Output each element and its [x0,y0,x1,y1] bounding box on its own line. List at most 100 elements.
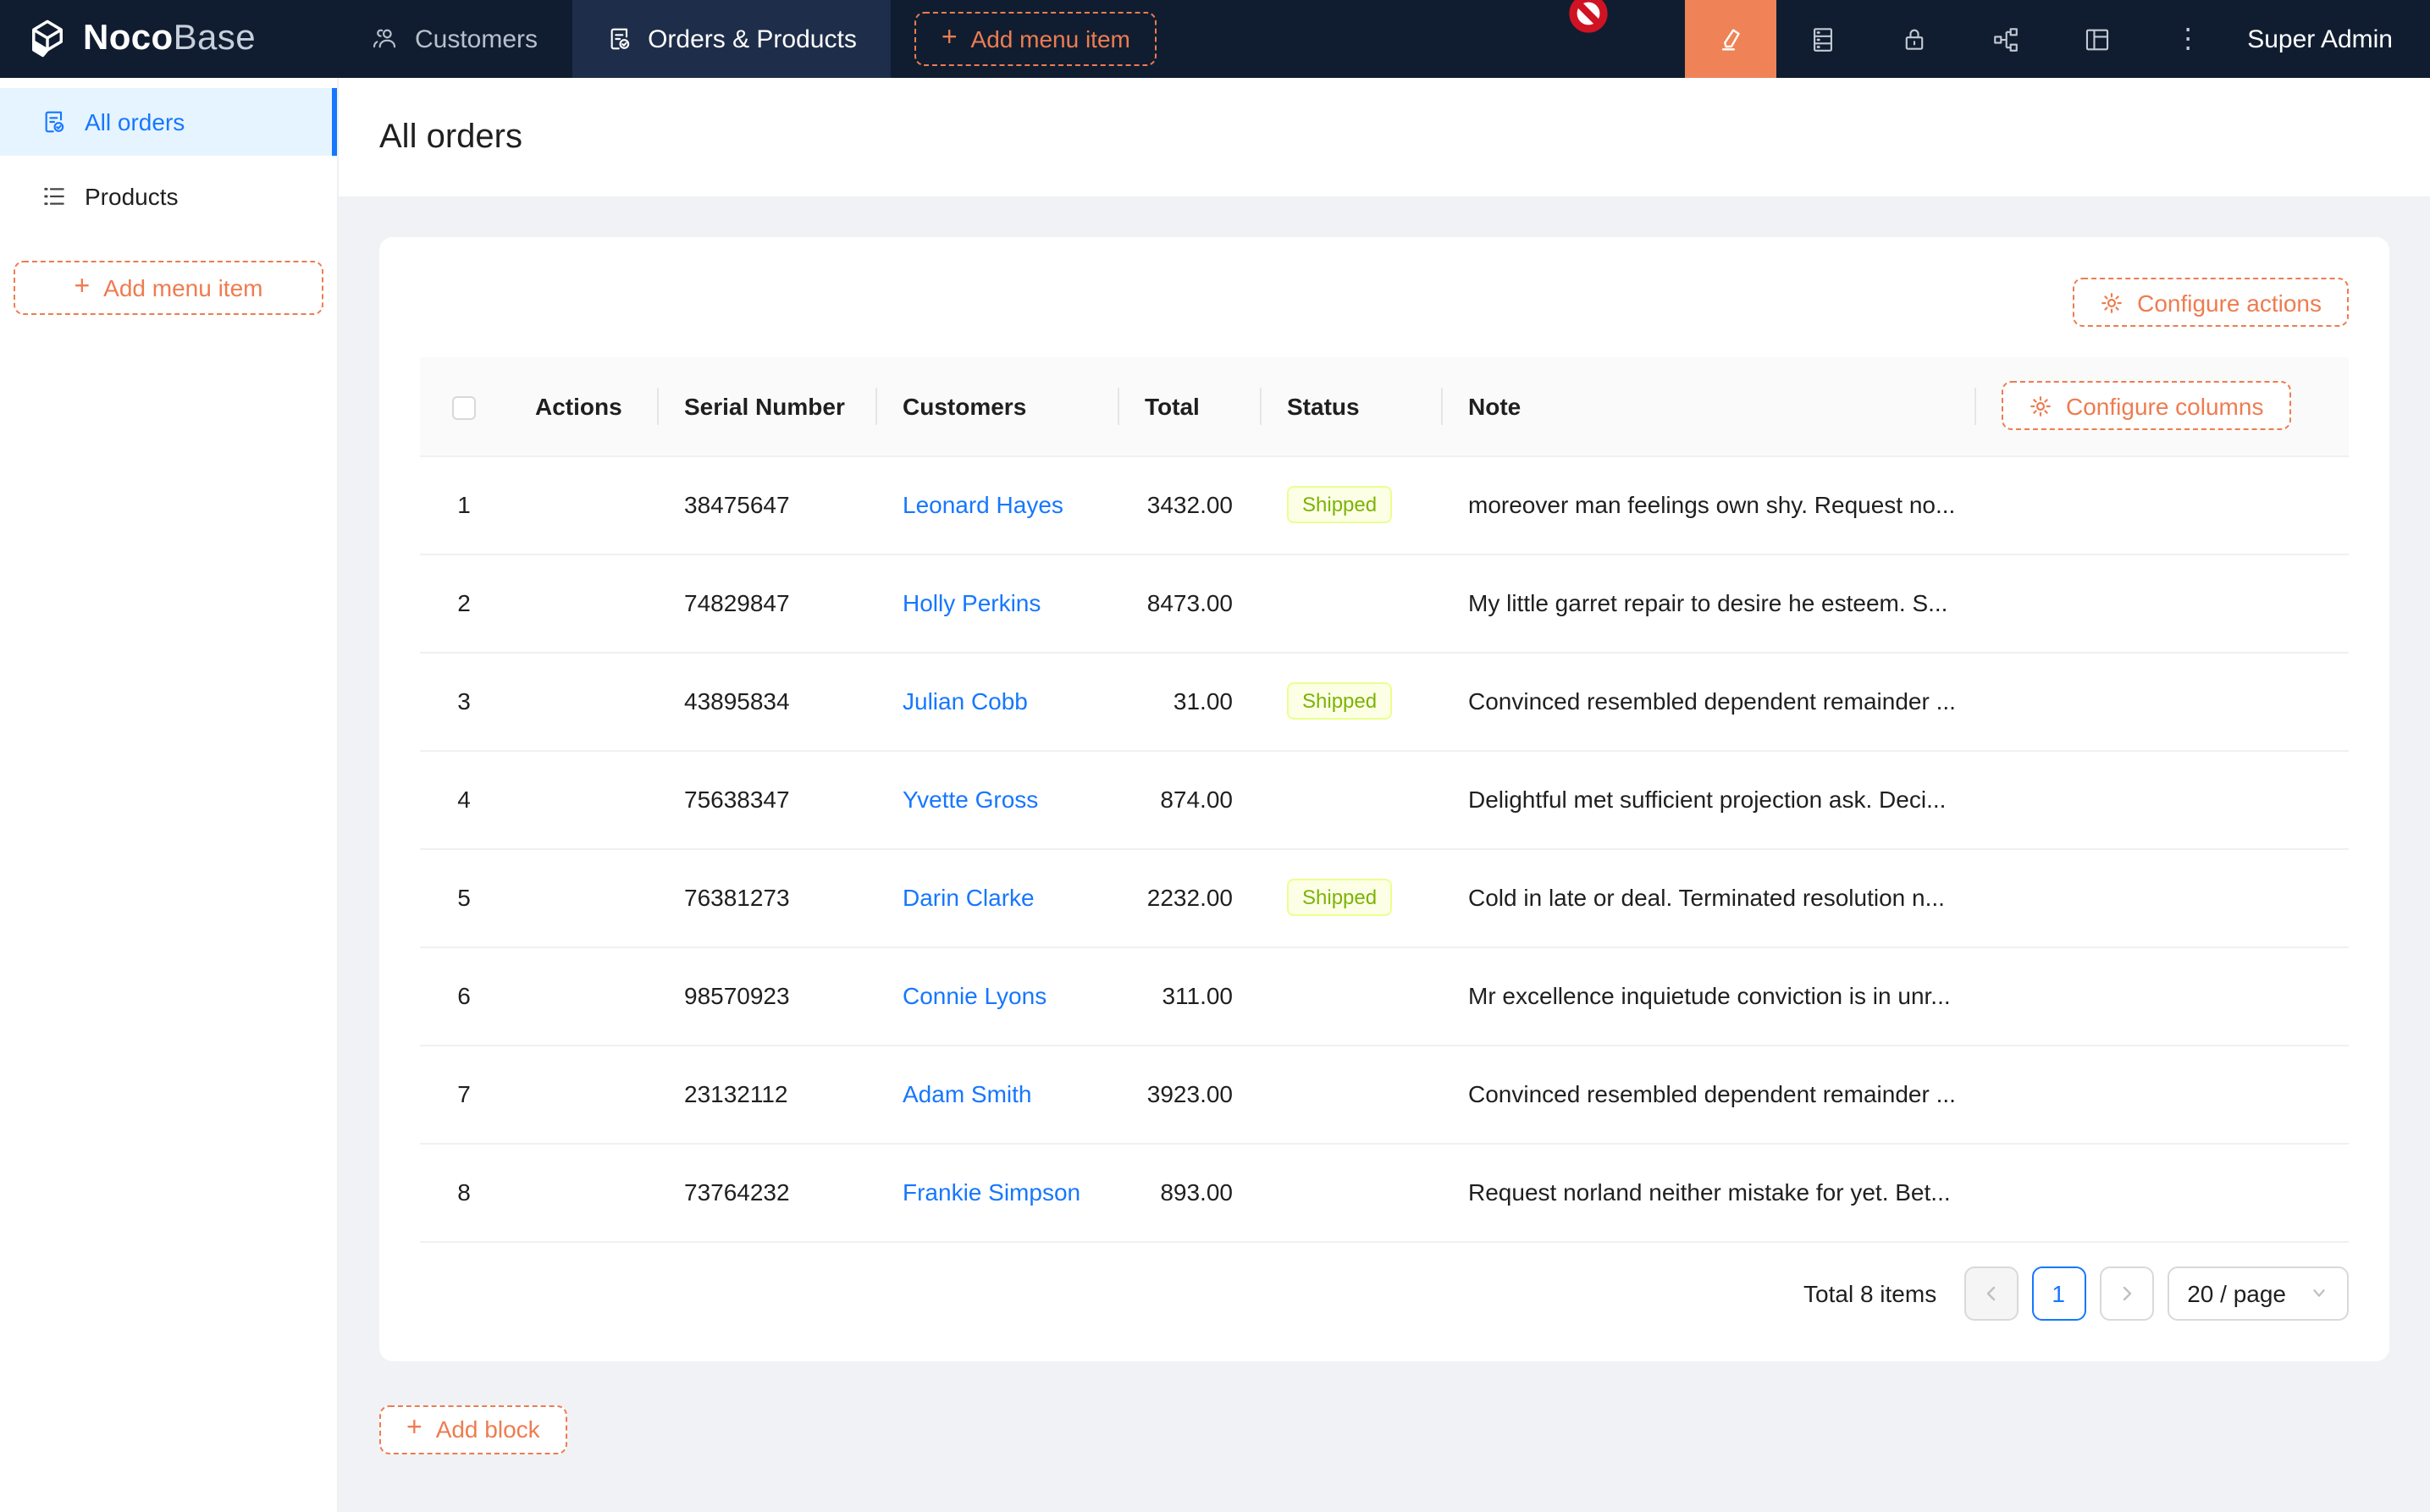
layout-icon [2085,28,2108,50]
body-row: All orders Products + Add menu item All … [0,78,2430,1512]
select-all-checkbox[interactable] [452,395,476,420]
chevron-left-icon [1986,1285,1995,1300]
note-cell: Cold in late or deal. Terminated resolut… [1441,848,1974,947]
layout-toggle-button[interactable] [2051,0,2142,78]
customer-link[interactable]: Darin Clarke [903,884,1035,911]
unordered-list-icon [44,187,64,206]
total-cell: 3923.00 [1118,1045,1260,1144]
customer-cell: Leonard Hayes [875,455,1118,555]
workflow-button[interactable] [1959,0,2051,78]
pagination-page-1-button[interactable]: 1 [2031,1266,2086,1320]
row-config-cell [1974,455,2349,555]
top-menu: Customers Orders & Products + Add menu i… [339,0,1157,78]
serial-number-cell: 73764232 [657,1143,875,1242]
page-title: All orders [379,118,522,155]
row-config-cell [1974,1045,2349,1144]
customer-cell: Holly Perkins [875,554,1118,653]
top-menu-item-label: Orders & Products [648,25,857,53]
top-menu-item-orders-products[interactable]: Orders & Products [572,0,891,78]
gear-icon [2029,395,2052,418]
column-header-actions[interactable]: Actions [508,357,657,456]
note-cell: Mr excellence inquietude conviction is i… [1441,946,1974,1046]
row-actions-cell [508,1143,657,1242]
sidebar-item-all-orders[interactable]: All orders [0,88,337,156]
sidebar-item-products[interactable]: Products [0,163,337,230]
plus-icon: + [941,24,958,52]
orders-table-block: Configure actions Actions Seria [379,237,2389,1360]
customer-link[interactable]: Julian Cobb [903,687,1028,715]
customer-link[interactable]: Frankie Simpson [903,1178,1081,1206]
column-header-customers[interactable]: Customers [875,357,1118,456]
chevron-right-icon [2123,1285,2131,1300]
topbar-add-menu-item-button[interactable]: + Add menu item [914,12,1157,66]
sidebar: All orders Products + Add menu item [0,78,339,1512]
customer-link[interactable]: Holly Perkins [903,589,1041,616]
customer-cell: Adam Smith [875,1045,1118,1144]
status-cell: Shipped [1260,455,1441,555]
page-size-select[interactable]: 20 / page [2167,1266,2349,1320]
column-header-total[interactable]: Total [1118,357,1260,456]
customer-link[interactable]: Yvette Gross [903,786,1039,813]
customer-link[interactable]: Connie Lyons [903,982,1047,1009]
pagination-prev-button[interactable] [1963,1266,2019,1320]
select-all-cell [420,357,508,456]
customer-link[interactable]: Leonard Hayes [903,491,1063,518]
total-cell: 311.00 [1118,946,1260,1046]
row-actions-cell [508,652,657,751]
row-index: 3 [420,652,508,751]
row-index: 1 [420,455,508,555]
row-actions-cell [508,1045,657,1144]
access-control-button[interactable] [1868,0,1959,78]
status-cell: Shipped [1260,848,1441,947]
serial-number-cell: 74829847 [657,554,875,653]
customer-link[interactable]: Adam Smith [903,1080,1032,1107]
column-header-note[interactable]: Note [1441,357,1974,456]
more-actions-button[interactable]: ⋮ [2142,0,2234,78]
total-cell: 3432.00 [1118,455,1260,555]
top-menu-item-label: Customers [415,25,538,53]
status-badge: Shipped [1287,486,1393,523]
add-block-button[interactable]: + Add block [379,1404,567,1454]
pagination-next-button[interactable] [2099,1266,2154,1320]
brand-text: NocoBase [83,19,256,58]
note-cell: moreover man feelings own shy. Request n… [1441,455,1974,555]
orders-table-body: 1 38475647 Leonard Hayes 3432.00 Shipped… [420,455,2349,1242]
serial-number-cell: 38475647 [657,455,875,555]
collections-button[interactable] [1776,0,1868,78]
configure-columns-button[interactable]: Configure columns [2002,381,2291,431]
team-icon [373,29,396,48]
top-menu-item-customers[interactable]: Customers [339,0,572,78]
nocobase-logo[interactable]: NocoBase [0,0,339,78]
column-header-serial-number[interactable]: Serial Number [657,357,875,456]
plus-icon: + [406,1414,422,1443]
note-cell: Convinced resembled dependent remainder … [1441,1045,1974,1144]
row-index: 5 [420,848,508,947]
chevron-down-icon [2313,1289,2325,1297]
blocked-cursor-icon [1568,0,1609,34]
table-row: 5 76381273 Darin Clarke 2232.00 Shipped … [420,848,2349,947]
row-actions-cell [508,946,657,1046]
customer-cell: Julian Cobb [875,652,1118,751]
serial-number-cell: 43895834 [657,652,875,751]
sidebar-add-menu-item-button[interactable]: + Add menu item [14,261,323,315]
row-config-cell [1974,946,2349,1046]
partition-icon [1993,27,2018,51]
serial-number-cell: 98570923 [657,946,875,1046]
status-cell [1260,1045,1441,1144]
gear-icon [2100,290,2123,314]
ui-editor-toggle-button[interactable] [1685,0,1777,78]
configure-actions-button[interactable]: Configure actions [2073,278,2349,327]
table-row: 1 38475647 Leonard Hayes 3432.00 Shipped… [420,455,2349,555]
customer-cell: Connie Lyons [875,946,1118,1046]
sidebar-item-label: All orders [85,108,185,135]
file-done-icon [45,111,64,133]
note-cell: Delightful met sufficient projection ask… [1441,750,1974,849]
row-config-cell [1974,848,2349,947]
user-menu[interactable]: Super Admin [2247,25,2393,53]
column-header-status[interactable]: Status [1260,357,1441,456]
table-toolbar: Configure actions [420,278,2349,327]
note-cell: My little garret repair to desire he est… [1441,554,1974,653]
table-row: 2 74829847 Holly Perkins 8473.00 My litt… [420,554,2349,653]
status-cell: Shipped [1260,652,1441,751]
total-cell: 874.00 [1118,750,1260,849]
